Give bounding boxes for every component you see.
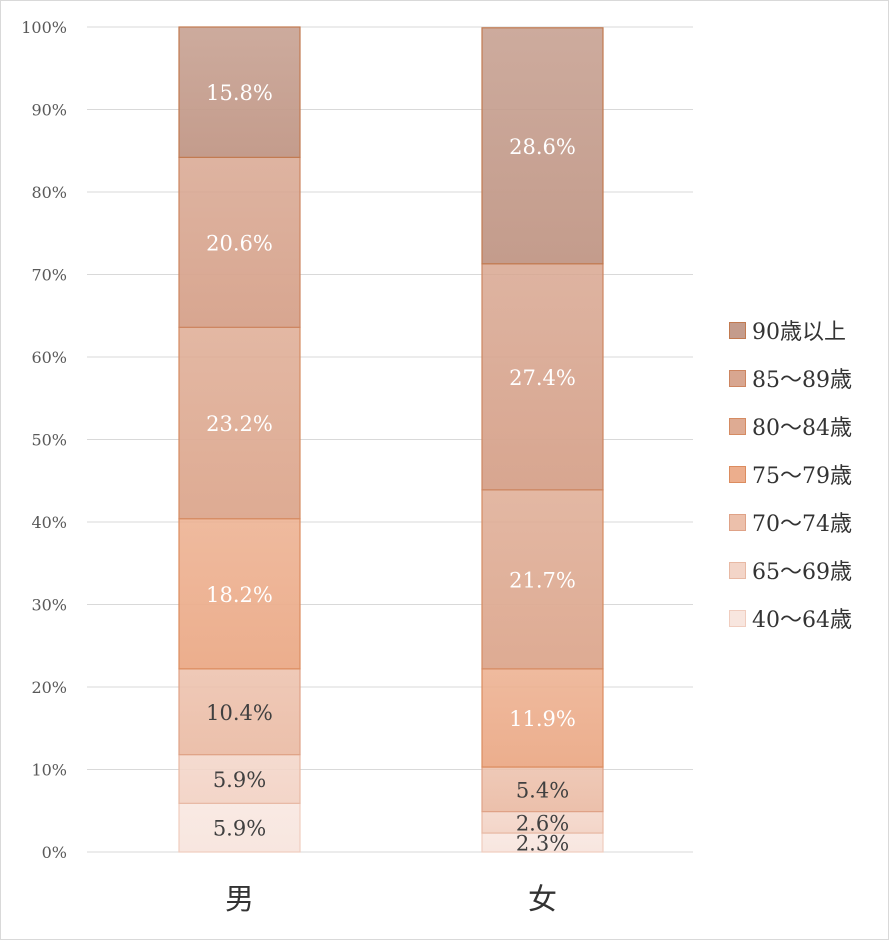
- legend-item: 90歳以上: [729, 314, 846, 346]
- legend-item: 75〜79歳: [729, 458, 852, 490]
- y-tick-label: 30%: [31, 596, 67, 615]
- bar-segment: [178, 668, 301, 756]
- y-tick-label: 70%: [31, 266, 67, 285]
- legend-item: 85〜89歳: [729, 362, 852, 394]
- data-label: 5.9%: [213, 768, 266, 792]
- legend-label: 80〜84歳: [752, 416, 852, 441]
- y-tick-label: 10%: [31, 761, 67, 780]
- legend-swatch: [729, 417, 746, 435]
- bar-segment: [481, 489, 604, 670]
- data-label: 23.2%: [206, 412, 273, 436]
- y-tick-label: 90%: [31, 101, 67, 120]
- bar-segment: [481, 263, 604, 491]
- legend-swatch: [729, 513, 746, 531]
- data-label: 5.9%: [213, 817, 266, 841]
- data-label: 15.8%: [206, 81, 273, 105]
- data-label: 10.4%: [206, 701, 273, 725]
- legend-item: 40〜64歳: [729, 602, 852, 634]
- bar-segment: [178, 754, 301, 804]
- bar-segment: [178, 518, 301, 670]
- legend-label: 65〜69歳: [752, 560, 852, 585]
- data-label: 21.7%: [509, 568, 576, 592]
- legend-label: 70〜74歳: [752, 512, 852, 537]
- bar-segment: [178, 156, 301, 328]
- x-tick-label: 男: [225, 882, 254, 916]
- legend-label: 85〜89歳: [752, 368, 852, 393]
- legend-swatch: [729, 465, 746, 483]
- y-tick-label: 20%: [31, 678, 67, 697]
- legend-item: 65〜69歳: [729, 554, 852, 586]
- data-label: 27.4%: [509, 366, 576, 390]
- data-label: 20.6%: [206, 231, 273, 255]
- bar-segment: [481, 668, 604, 768]
- bar-segment: [178, 26, 301, 158]
- data-label: 28.6%: [509, 135, 576, 159]
- y-tick-label: 60%: [31, 348, 67, 367]
- legend-item: 70〜74歳: [729, 506, 852, 538]
- y-tick-label: 40%: [31, 513, 67, 532]
- legend-swatch: [729, 321, 746, 339]
- legend-swatch: [729, 561, 746, 579]
- x-tick-label: 女: [528, 882, 557, 916]
- y-tick-label: 100%: [21, 18, 67, 37]
- bar-segment: [481, 27, 604, 265]
- data-label: 2.6%: [516, 811, 569, 835]
- legend-label: 40〜64歳: [752, 608, 852, 633]
- y-tick-label: 80%: [31, 183, 67, 202]
- y-tick-label: 0%: [42, 843, 67, 862]
- legend-swatch: [729, 369, 746, 387]
- data-label: 18.2%: [206, 583, 273, 607]
- legend-label: 90歳以上: [752, 320, 846, 345]
- bar-segment: [178, 802, 301, 853]
- legend-item: 80〜84歳: [729, 410, 852, 442]
- legend-swatch: [729, 609, 746, 627]
- y-tick-label: 50%: [31, 431, 67, 450]
- data-label: 11.9%: [509, 707, 576, 731]
- data-label: 2.3%: [516, 832, 569, 856]
- legend-label: 75〜79歳: [752, 464, 852, 489]
- data-label: 5.4%: [516, 778, 569, 802]
